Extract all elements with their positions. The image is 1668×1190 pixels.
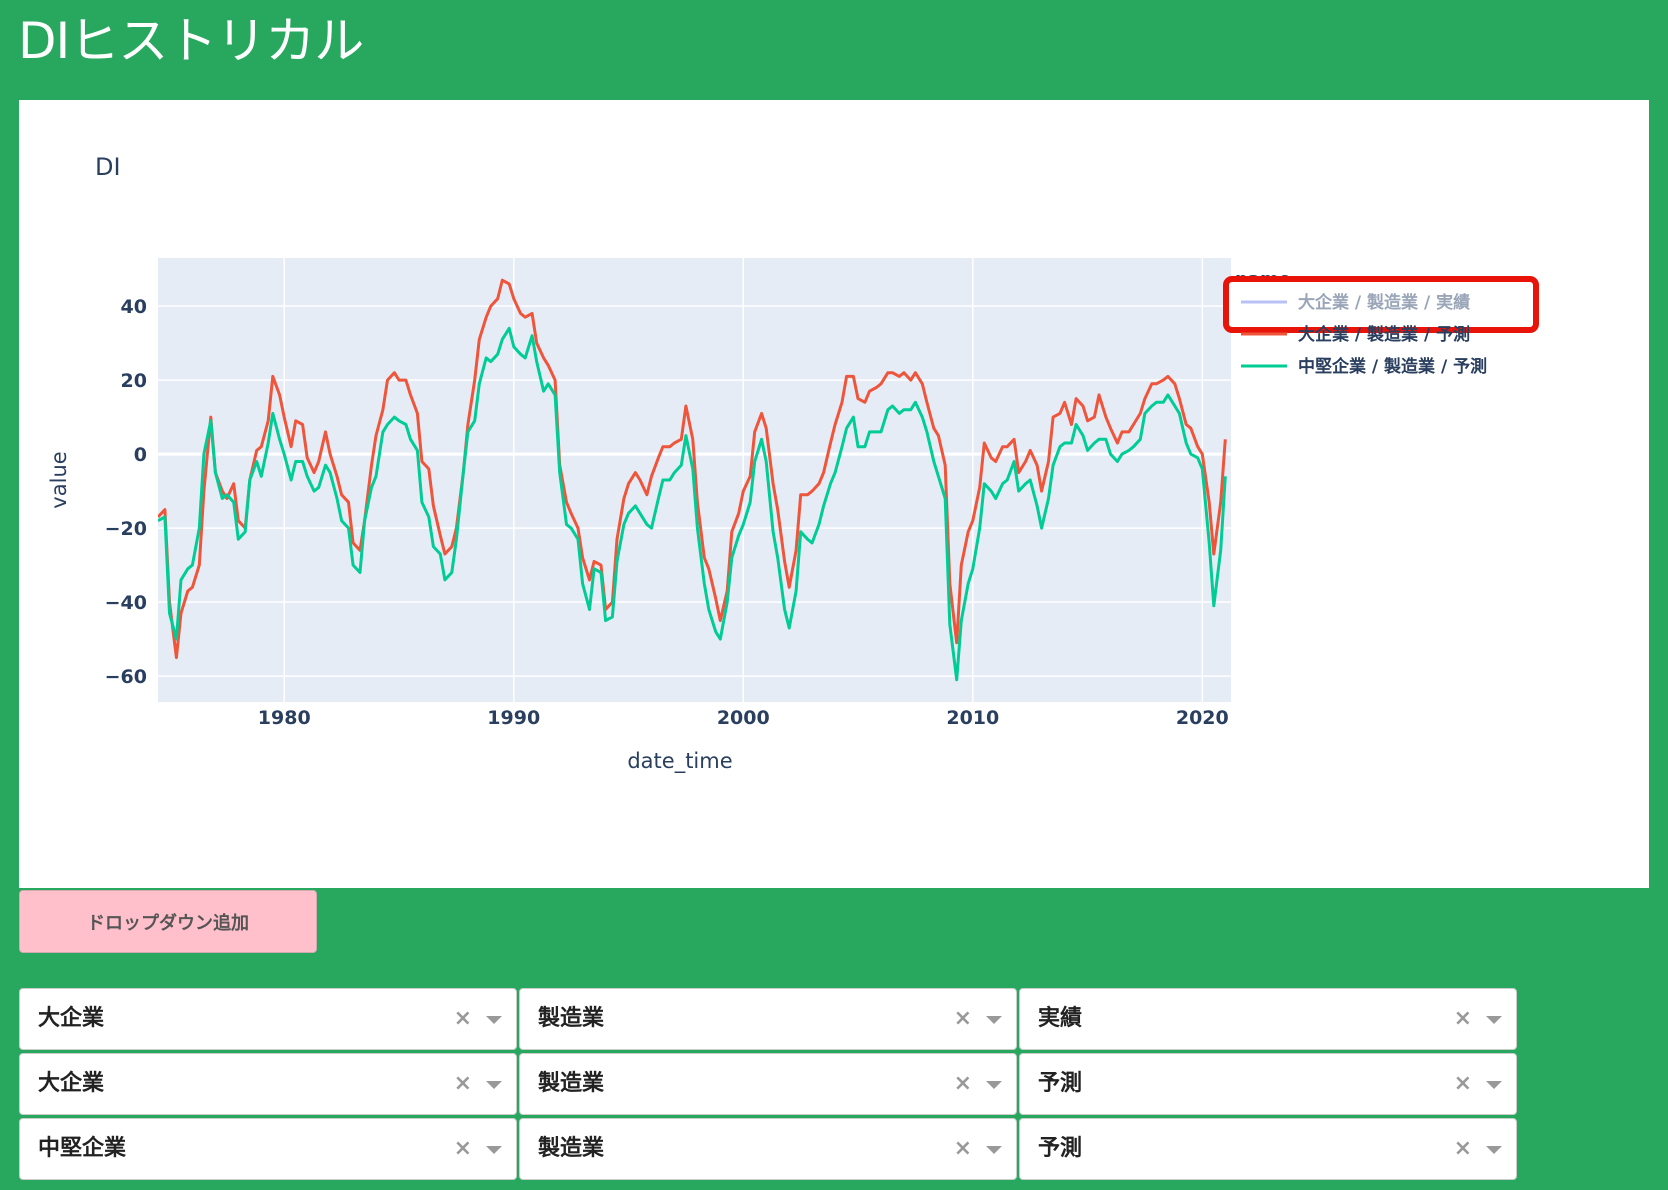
kind-dropdown[interactable]: 予測 × [1019,1118,1517,1180]
chevron-down-icon[interactable] [486,1146,502,1154]
industry-selected-value: 製造業 [538,1071,605,1096]
clear-icon[interactable]: × [453,1136,472,1161]
y-tick-label: −20 [105,518,147,540]
legend-item-3[interactable]: 中堅企業 / 製造業 / 予測 [1241,356,1487,377]
company-dropdown[interactable]: 大企業 × [19,1053,517,1115]
company-selected-value: 大企業 [38,1006,105,1031]
dropdown-grid: 大企業 × 製造業 × 実績 × 大企業 × 製造業 × 予測 × 中堅企業 × 製造業 × 予測 × [19,988,1519,1183]
kind-selected-value: 予測 [1038,1136,1083,1161]
chevron-down-icon[interactable] [486,1016,502,1024]
page-title: DIヒストリカル [18,12,364,70]
chevron-down-icon[interactable] [986,1146,1002,1154]
dropdown-row: 中堅企業 × 製造業 × 予測 × [19,1118,1519,1180]
clear-icon[interactable]: × [453,1006,472,1031]
tick-labels: 40 20 0 −20 −40 −60 1980 1990 2000 2010 2020 [105,296,1229,729]
chevron-down-icon[interactable] [1486,1146,1502,1154]
graph-panel: 40 20 0 −20 −40 −60 1980 1990 2000 2010 2020 DI da… [19,100,1649,888]
kind-dropdown[interactable]: 実績 × [1019,988,1517,1050]
y-tick-label: 20 [121,370,147,392]
y-tick-label: 40 [121,296,147,318]
company-dropdown[interactable]: 大企業 × [19,988,517,1050]
legend-label: 大企業 / 製造業 / 実績 [1298,292,1470,313]
kind-selected-value: 予測 [1038,1071,1083,1096]
di-chart[interactable]: 40 20 0 −20 −40 −60 1980 1990 2000 2010 2020 DI da… [19,100,1649,888]
y-tick-label: 0 [134,444,147,466]
industry-dropdown[interactable]: 製造業 × [519,1053,1017,1115]
chevron-down-icon[interactable] [986,1016,1002,1024]
chevron-down-icon[interactable] [1486,1081,1502,1089]
chevron-down-icon[interactable] [986,1081,1002,1089]
chevron-down-icon[interactable] [1486,1016,1502,1024]
series-line-2[interactable] [158,278,1227,660]
x-tick-label: 1980 [258,707,311,729]
dropdown-row: 大企業 × 製造業 × 予測 × [19,1053,1519,1115]
series-lines [158,278,1227,682]
clear-icon[interactable]: × [1453,1071,1472,1096]
clear-icon[interactable]: × [953,1136,972,1161]
legend-item-1[interactable]: 大企業 / 製造業 / 実績 [1241,292,1470,313]
clear-icon[interactable]: × [1453,1136,1472,1161]
clear-icon[interactable]: × [1453,1006,1472,1031]
chart-title: DI [95,153,121,181]
industry-dropdown[interactable]: 製造業 × [519,1118,1017,1180]
chevron-down-icon[interactable] [486,1081,502,1089]
legend-label: 中堅企業 / 製造業 / 予測 [1298,356,1487,377]
clear-icon[interactable]: × [453,1071,472,1096]
company-selected-value: 中堅企業 [38,1136,127,1161]
y-tick-label: −40 [105,592,147,614]
clear-icon[interactable]: × [953,1071,972,1096]
kind-dropdown[interactable]: 予測 × [1019,1053,1517,1115]
kind-selected-value: 実績 [1038,1006,1083,1031]
industry-dropdown[interactable]: 製造業 × [519,988,1017,1050]
company-dropdown[interactable]: 中堅企業 × [19,1118,517,1180]
x-tick-label: 2000 [717,707,770,729]
company-selected-value: 大企業 [38,1071,105,1096]
x-axis-label: date_time [627,749,732,774]
y-axis-label: value [47,451,71,508]
industry-selected-value: 製造業 [538,1136,605,1161]
add-dropdown-button[interactable]: ドロップダウン追加 [19,890,317,953]
legend-highlight-box [1223,276,1539,333]
x-tick-label: 2010 [946,707,999,729]
series-line-3[interactable] [158,326,1227,682]
clear-icon[interactable]: × [953,1006,972,1031]
industry-selected-value: 製造業 [538,1006,605,1031]
dropdown-row: 大企業 × 製造業 × 実績 × [19,988,1519,1050]
y-tick-label: −60 [105,666,147,688]
legend-item-2[interactable]: 大企業 / 製造業 / 予測 [1241,324,1470,345]
x-tick-label: 2020 [1176,707,1229,729]
legend-label: 大企業 / 製造業 / 予測 [1298,324,1470,345]
x-tick-label: 1990 [487,707,540,729]
